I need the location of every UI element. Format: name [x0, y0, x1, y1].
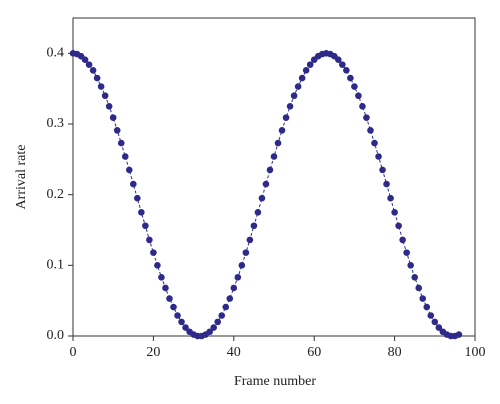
y-axis-label: Arrival rate [14, 145, 29, 210]
data-point [154, 262, 161, 269]
data-point [423, 303, 431, 311]
data-point [89, 66, 97, 74]
data-point [81, 56, 89, 63]
x-tick-label: 20 [146, 345, 160, 360]
data-point [347, 74, 354, 82]
data-point [294, 83, 302, 90]
data-point [146, 236, 153, 244]
data-point [339, 61, 346, 68]
data-point [419, 295, 427, 302]
data-point [242, 249, 250, 256]
data-point [117, 139, 125, 147]
data-point [162, 284, 169, 292]
y-tick-label: 0.1 [47, 258, 65, 273]
data-point [355, 92, 362, 100]
data-point [367, 127, 374, 134]
x-tick-label: 40 [227, 345, 241, 360]
data-point [142, 222, 149, 230]
data-point [343, 66, 350, 74]
data-point [250, 222, 258, 230]
data-point [182, 324, 189, 331]
data-point [379, 166, 386, 174]
data-point [234, 274, 242, 281]
data-point [150, 249, 157, 256]
data-point [226, 295, 234, 302]
data-point [363, 114, 370, 121]
data-point [359, 103, 366, 110]
y-tick-label: 0.2 [47, 187, 65, 202]
data-point [206, 328, 213, 336]
data-point [266, 166, 274, 174]
data-point [411, 274, 419, 281]
y-tick-label: 0.4 [47, 46, 65, 61]
data-point [113, 127, 121, 134]
data-point [230, 284, 238, 292]
data-point [262, 180, 270, 188]
data-point [170, 303, 177, 311]
data-point [238, 262, 246, 269]
data-point [375, 153, 382, 160]
data-point [290, 92, 298, 100]
data-point [395, 222, 402, 230]
data-point [399, 236, 406, 244]
data-point [214, 318, 222, 326]
x-tick-label: 60 [307, 345, 321, 360]
data-point [222, 303, 230, 311]
data-point [134, 194, 141, 202]
data-point [174, 312, 181, 319]
data-point [130, 180, 137, 188]
data-point [138, 209, 145, 216]
data-point [101, 92, 109, 100]
data-point [270, 153, 278, 160]
data-point [415, 284, 423, 292]
data-point [125, 166, 133, 174]
data-point [210, 324, 217, 331]
data-point [274, 139, 282, 147]
data-point [351, 83, 358, 90]
plot-frame [72, 17, 476, 337]
data-point [97, 83, 105, 90]
y-tick-label: 0.3 [47, 116, 65, 131]
data-point [306, 61, 314, 68]
data-point [121, 153, 129, 160]
data-point [298, 74, 306, 82]
data-point [85, 61, 93, 68]
data-point [387, 194, 394, 202]
data-point [302, 66, 310, 74]
data-point [258, 194, 266, 202]
data-point [427, 312, 435, 319]
x-tick-label: 80 [388, 345, 402, 360]
data-point [158, 274, 165, 281]
data-point [435, 324, 443, 331]
data-point [391, 209, 398, 216]
x-tick-label: 0 [70, 345, 77, 360]
data-point [278, 127, 286, 134]
data-point [431, 318, 439, 326]
data-point [109, 114, 117, 121]
data-point [282, 114, 290, 121]
data-point [254, 209, 262, 216]
data-point [246, 236, 254, 244]
data-point [93, 74, 101, 82]
data-point [371, 139, 378, 147]
x-tick-label: 100 [465, 345, 486, 360]
x-axis-label: Frame number [234, 374, 316, 389]
data-point [407, 262, 414, 269]
data-point [178, 318, 185, 326]
series-line [72, 52, 460, 337]
data-point [455, 331, 463, 338]
data-point [166, 295, 173, 302]
data-point [286, 103, 294, 110]
data-point [335, 56, 342, 63]
data-point [383, 180, 390, 188]
data-point [403, 249, 410, 256]
y-tick-label: 0.0 [47, 328, 65, 343]
data-point [105, 103, 113, 110]
data-point [218, 312, 226, 319]
